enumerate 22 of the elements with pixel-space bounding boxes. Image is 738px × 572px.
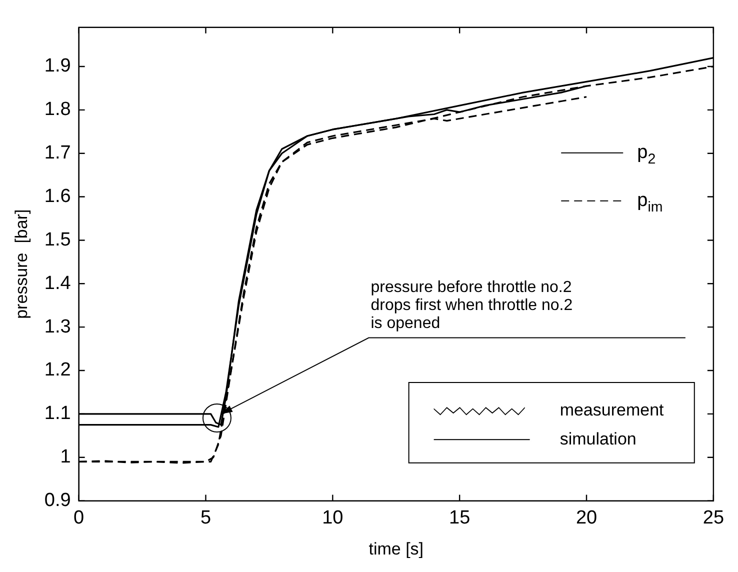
y-tick-label: 1.8 (44, 99, 71, 120)
y-tick-label: 1.5 (44, 229, 71, 250)
x-tick-label: 20 (576, 507, 598, 528)
annotation: simulation (560, 429, 636, 448)
y-tick-label: 0.9 (44, 490, 71, 512)
y-tick-label: 1.4 (44, 272, 72, 294)
y-tick-label: 1.3 (44, 316, 71, 338)
y-tick-label: 1.7 (44, 142, 71, 164)
y-tick-label: 1.1 (44, 403, 71, 424)
y-tick-label: 1.9 (44, 56, 71, 77)
x-tick-label: 0 (74, 507, 84, 528)
y-axis-title: pressure [bar] (12, 209, 31, 319)
y-tick-label: 1.6 (44, 186, 71, 208)
annotation: measurement (560, 400, 664, 420)
x-tick-label: 10 (322, 507, 344, 528)
x-tick-label: 15 (449, 507, 470, 528)
x-tick-label: 5 (200, 507, 212, 528)
y-tick-label: 1 (60, 446, 71, 468)
y-tick-label: 1.2 (44, 360, 71, 381)
x-axis-title: time [s] (368, 539, 424, 558)
annotation: pressure before throttle no.2 drops first when throttle no.2 is opened (370, 279, 573, 332)
x-tick-label: 25 (702, 507, 724, 528)
